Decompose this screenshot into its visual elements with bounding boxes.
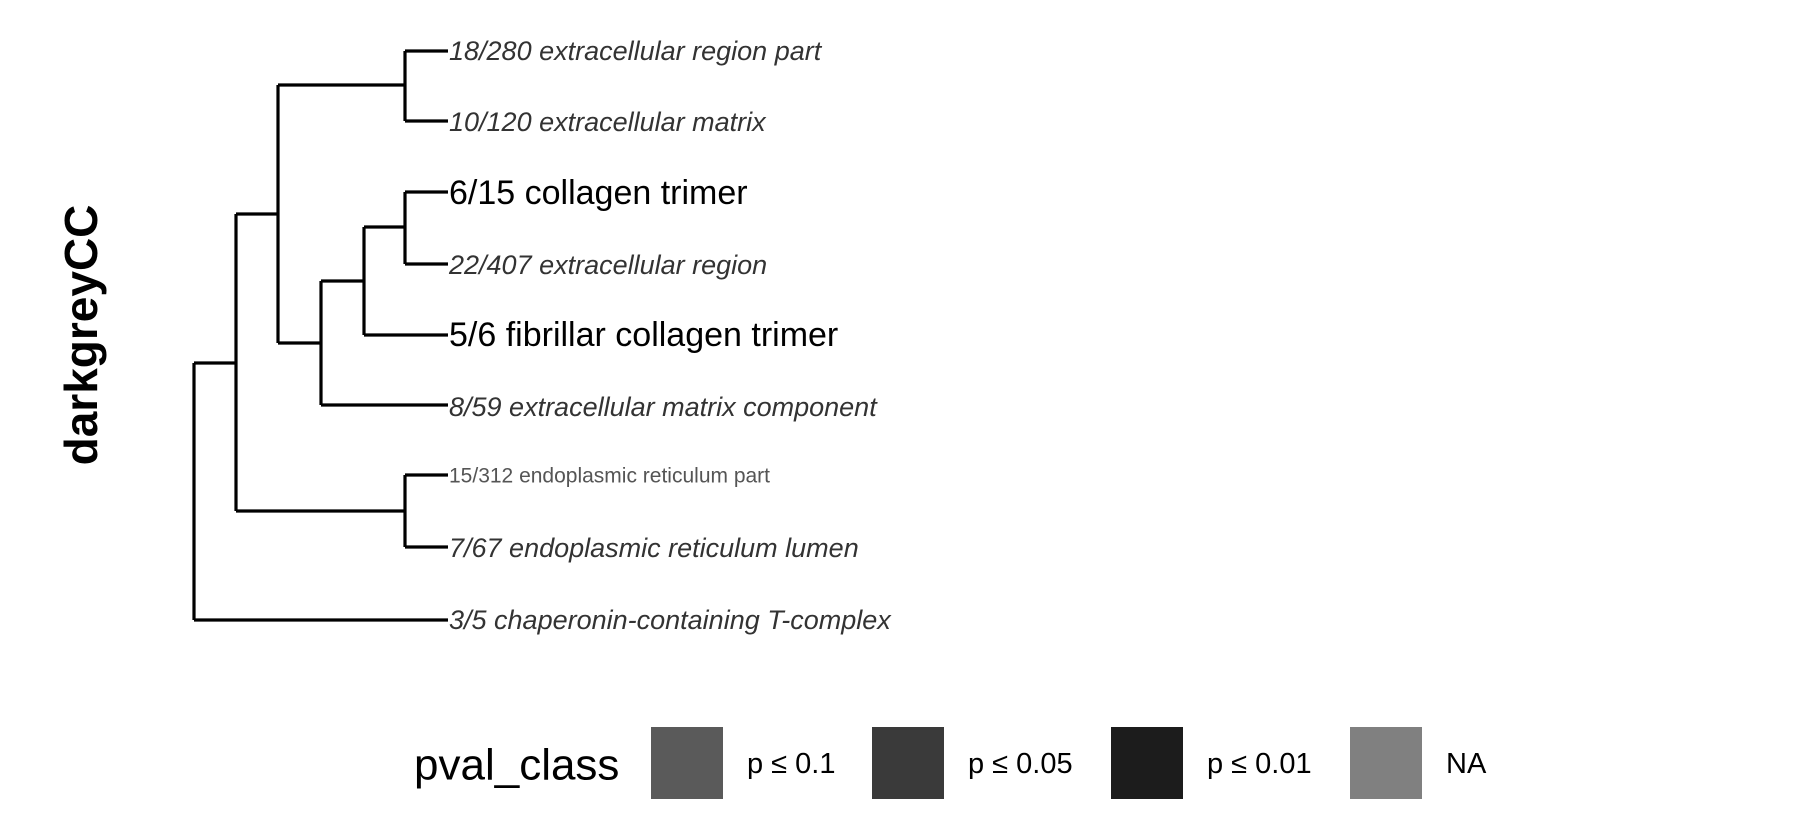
leaf-label-3: 6/15 collagen trimer — [449, 174, 748, 212]
legend: pval_class p ≤ 0.1 p ≤ 0.05 p ≤ 0.01 NA — [414, 727, 1487, 799]
leaf-label-6: 8/59 extracellular matrix component — [449, 392, 878, 422]
leaf-label-7: 15/312 endoplasmic reticulum part — [449, 465, 770, 488]
panel-title: darkgreyCC — [55, 205, 107, 466]
legend-label-p-0-1: p ≤ 0.1 — [747, 748, 835, 780]
leaf-labels: 18/280 extracellular region part 10/120 … — [448, 36, 892, 635]
leaf-label-2: 10/120 extracellular matrix — [449, 107, 767, 137]
legend-swatch-p-0-05 — [872, 727, 944, 799]
leaf-label-5: 5/6 fibrillar collagen trimer — [449, 316, 838, 354]
leaf-label-8: 7/67 endoplasmic reticulum lumen — [449, 533, 859, 563]
legend-swatch-p-0-1 — [651, 727, 723, 799]
tree-branches — [192, 49, 448, 622]
legend-label-na: NA — [1446, 748, 1487, 780]
leaf-label-9: 3/5 chaperonin-containing T-complex — [449, 605, 892, 635]
leaf-label-1: 18/280 extracellular region part — [449, 36, 823, 66]
legend-title: pval_class — [414, 741, 619, 790]
legend-swatch-p-0-01 — [1111, 727, 1183, 799]
legend-swatch-na — [1350, 727, 1422, 799]
legend-label-p-0-05: p ≤ 0.05 — [968, 748, 1073, 780]
leaf-label-4: 22/407 extracellular region — [448, 250, 767, 280]
legend-label-p-0-01: p ≤ 0.01 — [1207, 748, 1312, 780]
